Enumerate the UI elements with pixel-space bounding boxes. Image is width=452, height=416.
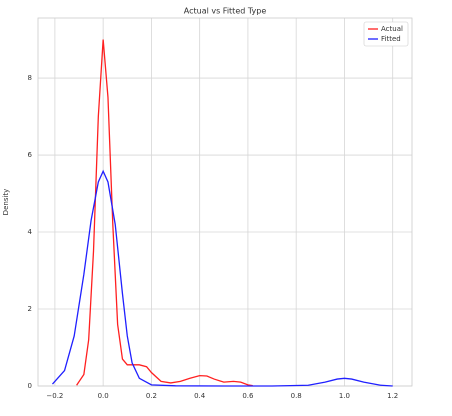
x-tick-label: 0.0: [98, 392, 109, 400]
x-tick-label: 0.2: [146, 392, 157, 400]
legend-label: Fitted: [381, 35, 401, 43]
y-tick-label: 6: [28, 151, 33, 159]
x-tick-label: 1.0: [339, 392, 350, 400]
y-tick-label: 4: [28, 228, 33, 236]
data-line: [51, 169, 393, 387]
legend-box: [363, 21, 409, 47]
y-tick-label: 8: [28, 74, 32, 82]
x-tick-label: −0.2: [46, 392, 63, 400]
x-tick-label: 0.6: [242, 392, 254, 400]
x-tick-label: 0.8: [291, 392, 302, 400]
y-axis-label: Density: [2, 189, 10, 216]
legend-label: Actual: [381, 25, 403, 33]
y-tick-label: 0: [28, 382, 32, 390]
chart-title: Actual vs Fitted Type: [184, 7, 267, 16]
x-tick-label: 1.2: [387, 392, 398, 400]
x-tick-label: 0.4: [194, 392, 206, 400]
data-line: [76, 39, 253, 387]
y-tick-label: 2: [28, 305, 32, 313]
